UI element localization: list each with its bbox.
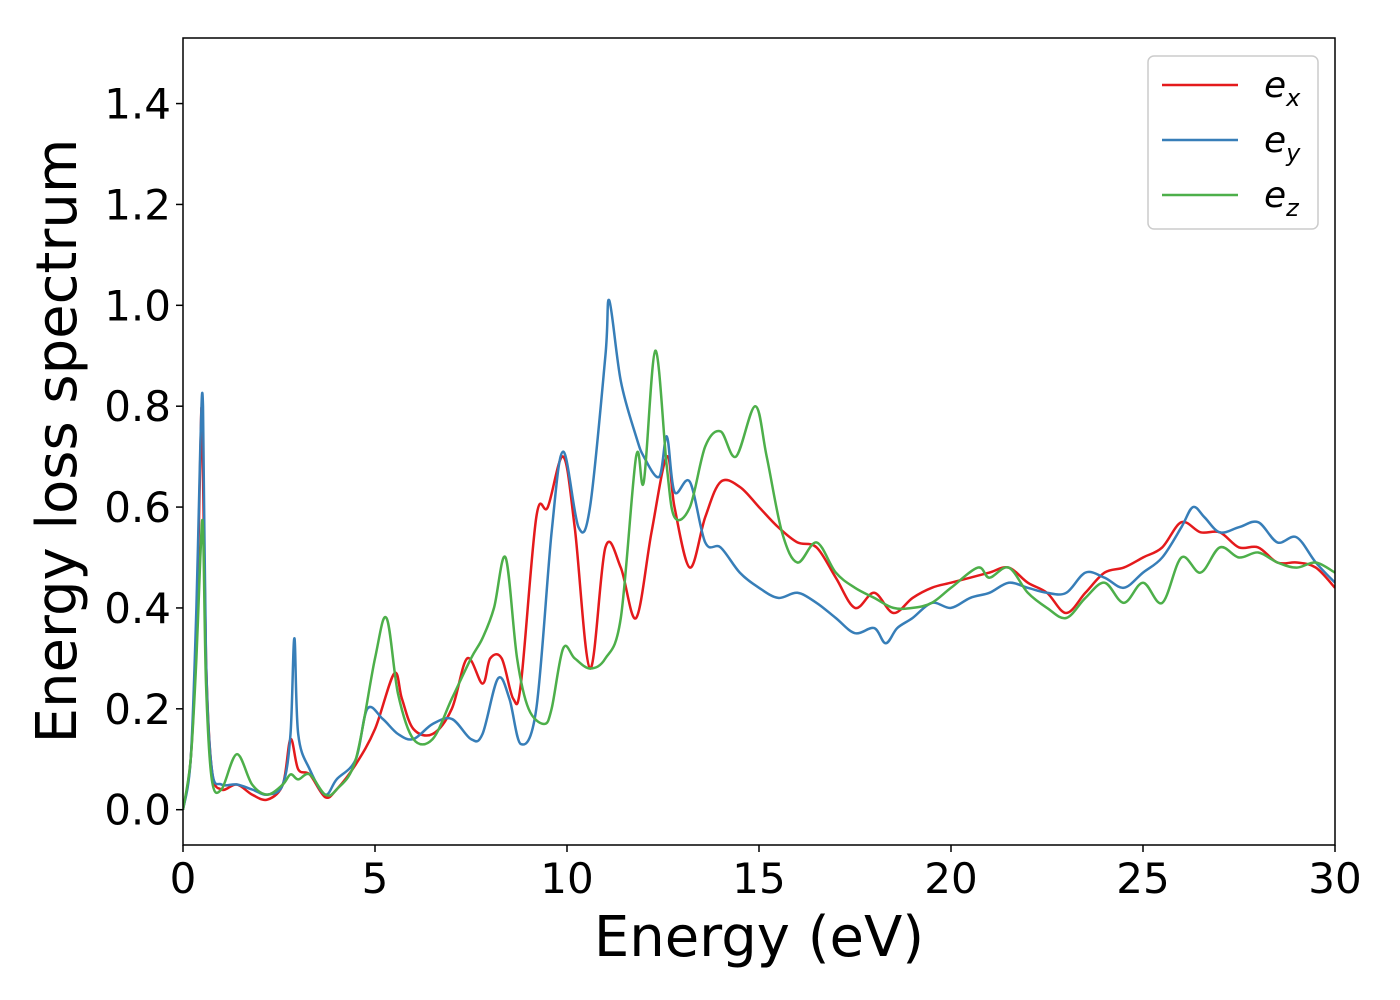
legend-label-base: e bbox=[1264, 175, 1286, 216]
x-tick-label: 30 bbox=[1308, 854, 1361, 903]
x-axis: 0 5 10 15 20 25 30 bbox=[170, 845, 1362, 903]
legend-label-subscript: z bbox=[1285, 194, 1300, 222]
legend-label-base: e bbox=[1264, 65, 1286, 106]
legend-label-base: e bbox=[1264, 120, 1286, 161]
x-axis-label: Energy (eV) bbox=[594, 905, 924, 970]
y-axis-label: Energy loss spectrum bbox=[25, 139, 90, 744]
y-tick-label: 1.0 bbox=[104, 281, 171, 330]
x-tick-label: 5 bbox=[362, 854, 389, 903]
y-tick-label: 0.2 bbox=[104, 685, 171, 734]
legend-label-subscript: y bbox=[1285, 139, 1301, 167]
x-tick-label: 25 bbox=[1116, 854, 1169, 903]
y-tick-label: 0.0 bbox=[104, 786, 171, 835]
series-line-z bbox=[183, 349, 1335, 810]
y-tick-label: 0.4 bbox=[104, 584, 171, 633]
legend-label-z: ez bbox=[1264, 175, 1300, 222]
legend-label-subscript: x bbox=[1285, 84, 1301, 112]
series-lines bbox=[183, 298, 1335, 810]
legend-label-x: ex bbox=[1264, 65, 1301, 112]
y-tick-label: 1.2 bbox=[104, 180, 171, 229]
y-tick-label: 0.6 bbox=[104, 483, 171, 532]
y-tick-label: 0.8 bbox=[104, 382, 171, 431]
series-line-y bbox=[183, 298, 1335, 810]
x-tick-label: 10 bbox=[540, 854, 593, 903]
y-axis: 0.0 0.2 0.4 0.6 0.8 1.0 1.2 1.4 bbox=[104, 80, 183, 835]
x-tick-label: 0 bbox=[170, 854, 197, 903]
x-tick-label: 20 bbox=[924, 854, 977, 903]
x-tick-label: 15 bbox=[732, 854, 785, 903]
legend-label-y: ey bbox=[1264, 120, 1301, 167]
legend-box bbox=[1147, 55, 1319, 230]
series-line-x bbox=[183, 406, 1335, 810]
y-tick-label: 1.4 bbox=[104, 80, 171, 129]
